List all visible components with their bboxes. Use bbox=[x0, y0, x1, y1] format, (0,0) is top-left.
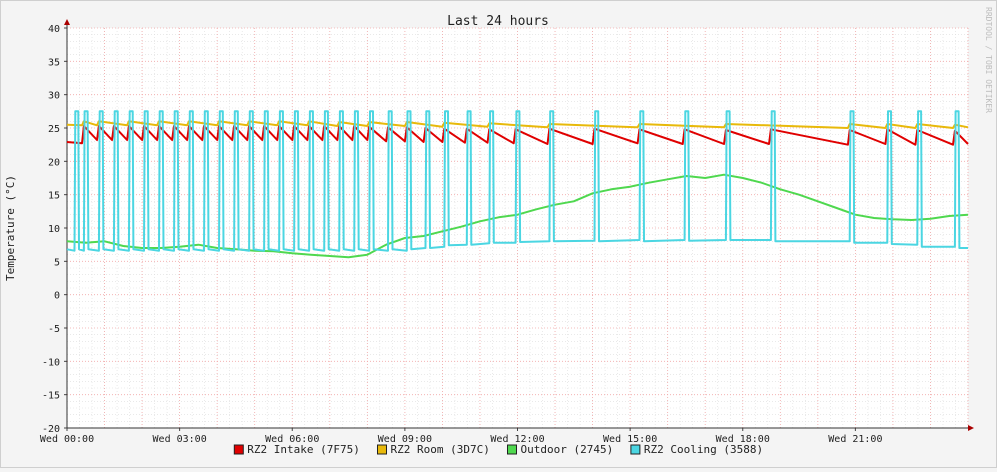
series-line-1 bbox=[66, 120, 969, 129]
x-tick-label: Wed 03:00 bbox=[153, 434, 207, 445]
y-tick-label: 10 bbox=[48, 224, 60, 235]
chart-title: Last 24 hours bbox=[447, 14, 549, 29]
legend-label: RZ2 Cooling (3588) bbox=[644, 443, 763, 456]
y-tick-label: 25 bbox=[48, 124, 60, 135]
legend-swatch bbox=[507, 444, 517, 455]
legend-label: RZ2 Intake (7F75) bbox=[247, 443, 360, 456]
series-line-3 bbox=[66, 110, 968, 252]
legend-swatch bbox=[630, 444, 641, 455]
y-axis-arrow bbox=[64, 19, 70, 25]
legend-label: Outdoor (2745) bbox=[521, 443, 614, 456]
rrdtool-watermark: RRDTOOL / TOBI OETIKER bbox=[984, 7, 993, 113]
y-tick-label: 35 bbox=[48, 57, 60, 68]
y-tick-label: 15 bbox=[48, 191, 60, 202]
x-tick-label: Wed 18:00 bbox=[716, 434, 770, 445]
x-tick-label: Wed 12:00 bbox=[490, 434, 544, 445]
y-tick-label: -20 bbox=[42, 424, 60, 435]
y-tick-label: 5 bbox=[54, 257, 60, 268]
series-line-2 bbox=[66, 173, 969, 259]
x-tick-label: Wed 00:00 bbox=[40, 434, 94, 445]
x-tick-label: Wed 21:00 bbox=[828, 434, 882, 445]
legend-swatch bbox=[377, 444, 387, 455]
y-tick-label: -15 bbox=[42, 391, 60, 402]
x-axis-arrow bbox=[968, 425, 974, 431]
x-tick-label: Wed 09:00 bbox=[378, 434, 432, 445]
y-tick-label: 20 bbox=[48, 157, 60, 168]
y-tick-label: -10 bbox=[42, 357, 60, 368]
legend-swatch bbox=[233, 444, 244, 455]
x-tick-label: Wed 15:00 bbox=[603, 434, 657, 445]
y-tick-label: 40 bbox=[48, 24, 60, 35]
x-tick-label: Wed 06:00 bbox=[265, 434, 319, 445]
y-axis-label: Temperature (°C) bbox=[4, 175, 17, 281]
y-tick-label: 0 bbox=[54, 291, 60, 302]
series-line-0 bbox=[66, 125, 969, 146]
y-tick-label: -5 bbox=[48, 324, 60, 335]
y-tick-label: 30 bbox=[48, 91, 60, 102]
legend-label: RZ2 Room (3D7C) bbox=[391, 443, 490, 456]
